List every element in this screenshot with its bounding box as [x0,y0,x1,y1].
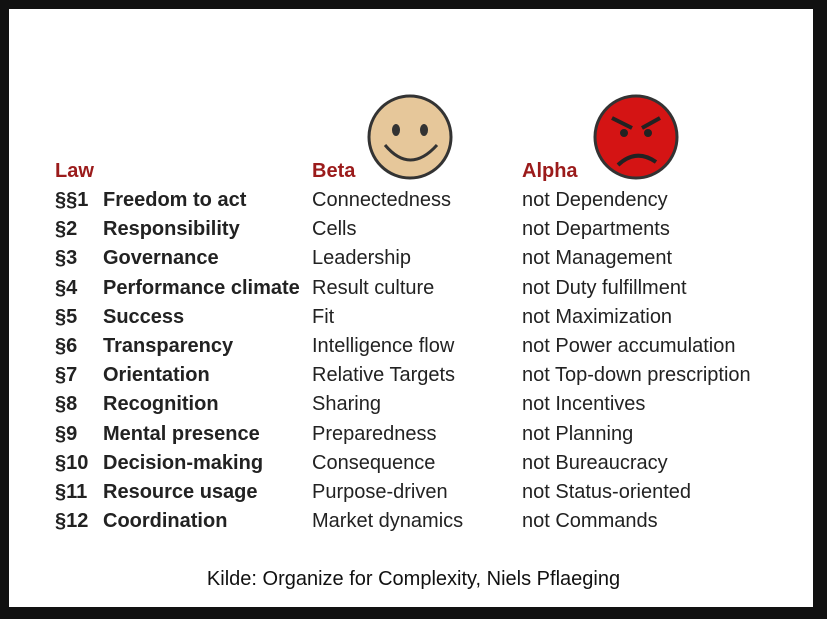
cell: Result culture [312,276,435,299]
cell: §12 [55,510,89,533]
cell: not Commands [522,510,658,533]
cell: §6 [55,335,78,357]
cell: Leadership [312,247,411,270]
cell: not Duty fulfillment [522,276,687,299]
cell: Coordination [103,510,228,533]
cell: Orientation [103,364,210,387]
cell: Connectedness [312,189,451,211]
cell: Governance [103,247,219,270]
cell: not Top-down prescription [522,364,751,387]
cell: not Incentives [522,393,646,416]
cell: §7 [55,364,78,387]
cell: Recognition [103,393,219,416]
cell: not Bureaucracy [522,451,668,474]
cell: not Management [522,247,673,270]
cell: Freedom to act [103,189,247,211]
cell: Responsibility [103,218,240,241]
caption: Kilde: Organize for Complexity, Niels Pf… [206,568,621,590]
cell: Fit [312,305,335,328]
cell: not Dependency [522,189,668,211]
cell: Preparedness [312,422,437,445]
column-header: Law [55,160,94,182]
angry-face [593,94,679,180]
cell: Market dynamics [312,510,464,533]
cell: §2 [55,218,78,241]
cell: §4 [55,276,78,299]
column-header: Alpha [522,160,578,182]
cell: not Power accumulation [522,335,736,357]
cell: Mental presence [103,422,260,445]
cell: Resource usage [103,481,258,503]
cell: Consequence [312,451,436,474]
cell: Performance climate [103,276,300,299]
happy-face [367,94,453,180]
cell: Intelligence flow [312,335,455,357]
column-header: Beta [312,160,356,182]
cell: §11 [55,481,88,503]
cell: not Planning [522,422,634,445]
cell: §8 [55,393,78,416]
cell: §§1 [55,189,89,211]
cell: not Maximization [522,305,673,328]
cell: §3 [55,247,78,270]
cell: Sharing [312,393,381,416]
cell: Relative Targets [312,364,456,387]
cell: §10 [55,451,89,474]
cell: Purpose-driven [312,481,448,503]
cell: Success [103,305,185,328]
cell: Cells [312,218,357,241]
cell: Decision-making [103,451,264,474]
cell: not Departments [522,218,670,241]
cell: §9 [55,422,78,445]
cell: not Status-oriented [522,481,691,503]
cell: Transparency [103,335,234,357]
cell: §5 [55,305,78,328]
